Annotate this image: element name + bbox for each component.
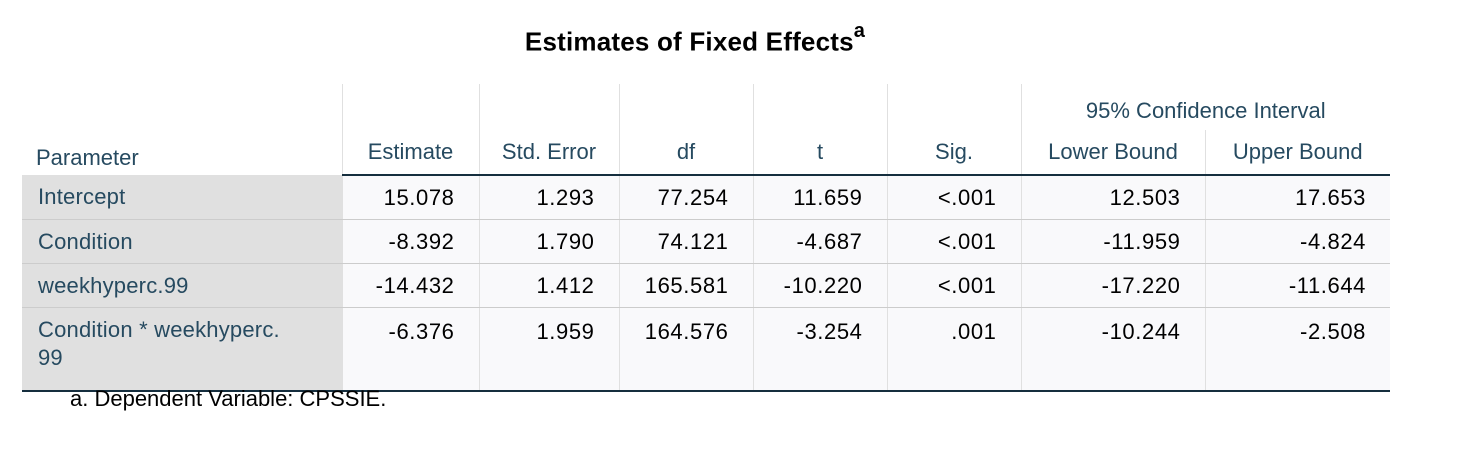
row-parameter: weekhyperc.99 <box>22 263 342 308</box>
header-row: Estimate Std. Error df t Sig. Lower Boun… <box>22 130 1391 176</box>
table-row: Intercept 15.078 1.293 77.254 11.659 <.0… <box>22 175 1391 220</box>
header-spacer <box>341 84 479 130</box>
header-spacer <box>478 84 619 130</box>
row-parameter: Intercept <box>22 175 342 220</box>
row-parameter: Condition * weekhyperc. 99 <box>22 307 342 392</box>
cell-df: 165.581 <box>618 263 753 308</box>
cell-upper-bound: -11.644 <box>1204 263 1391 308</box>
table-row: weekhyperc.99 -14.432 1.412 165.581 -10.… <box>22 263 1391 308</box>
header-df: df <box>618 130 753 176</box>
title-footnote-marker: a <box>853 20 866 42</box>
cell-estimate: -14.432 <box>341 263 479 308</box>
cell-sig: <.001 <box>886 175 1021 220</box>
cell-std-error: 1.293 <box>478 175 619 220</box>
cell-std-error: 1.790 <box>478 219 619 264</box>
header-upper-bound: Upper Bound <box>1204 130 1391 176</box>
cell-upper-bound: -2.508 <box>1204 307 1391 392</box>
table-footnote: a. Dependent Variable: CPSSIE. <box>70 386 387 411</box>
header-confidence-interval: 95% Confidence Interval <box>1020 84 1391 130</box>
cell-t: -10.220 <box>752 263 887 308</box>
header-lower-bound: Lower Bound <box>1020 130 1205 176</box>
cell-lower-bound: -10.244 <box>1020 307 1205 392</box>
header-sig: Sig. <box>886 130 1021 176</box>
header-estimate: Estimate <box>341 130 479 176</box>
header-spacer <box>752 84 887 130</box>
cell-estimate: 15.078 <box>341 175 479 220</box>
cell-sig: <.001 <box>886 263 1021 308</box>
cell-std-error: 1.412 <box>478 263 619 308</box>
table-row: Condition * weekhyperc. 99 -6.376 1.959 1… <box>22 307 1391 392</box>
fixed-effects-table: Parameter 95% Confidence Interval Estima… <box>22 84 1391 392</box>
header-spacer <box>886 84 1021 130</box>
header-parameter: Parameter <box>36 145 139 170</box>
header-std-error: Std. Error <box>478 130 619 176</box>
cell-lower-bound: 12.503 <box>1020 175 1205 220</box>
cell-df: 164.576 <box>618 307 753 392</box>
cell-estimate: -6.376 <box>341 307 479 392</box>
cell-t: -3.254 <box>752 307 887 392</box>
table-row: Condition -8.392 1.790 74.121 -4.687 <.0… <box>22 219 1391 264</box>
row-parameter: Condition <box>22 219 342 264</box>
cell-sig: <.001 <box>886 219 1021 264</box>
cell-lower-bound: -11.959 <box>1020 219 1205 264</box>
cell-t: 11.659 <box>752 175 887 220</box>
cell-estimate: -8.392 <box>341 219 479 264</box>
cell-lower-bound: -17.220 <box>1020 263 1205 308</box>
cell-df: 74.121 <box>618 219 753 264</box>
cell-sig: .001 <box>886 307 1021 392</box>
cell-df: 77.254 <box>618 175 753 220</box>
cell-std-error: 1.959 <box>478 307 619 392</box>
table-title: Estimates of Fixed Effectsa <box>0 20 1390 58</box>
row-parameter-line1: Condition * weekhyperc. <box>38 317 280 342</box>
row-parameter-line2: 99 <box>38 345 63 370</box>
header-row-group: Parameter 95% Confidence Interval <box>22 84 1391 170</box>
cell-t: -4.687 <box>752 219 887 264</box>
cell-upper-bound: -4.824 <box>1204 219 1391 264</box>
header-spacer <box>618 84 753 130</box>
cell-upper-bound: 17.653 <box>1204 175 1391 220</box>
header-t: t <box>752 130 887 176</box>
table-title-text: Estimates of Fixed Effects <box>524 26 854 57</box>
